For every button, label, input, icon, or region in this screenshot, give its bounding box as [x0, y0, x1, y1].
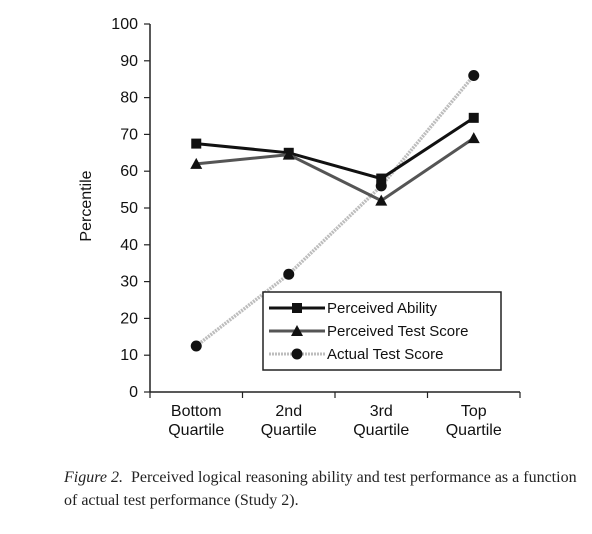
series-layer [190, 70, 480, 352]
series-line [195, 74, 476, 348]
data-point [282, 148, 295, 160]
legend: Perceived Ability Perceived Test Score Act… [262, 291, 502, 371]
y-tick-label: 40 [120, 237, 138, 254]
y-tick-label: 60 [120, 163, 138, 180]
y-tick-label: 90 [120, 53, 138, 70]
series-line [196, 116, 475, 181]
y-tick-label: 10 [120, 347, 138, 364]
x-tick-label: Bottom Quartile [168, 403, 224, 439]
x-tick-label-line: Top [461, 403, 487, 420]
data-point [468, 112, 479, 123]
x-tick-label-line: Quartile [353, 422, 409, 439]
y-tick-label: 0 [129, 384, 138, 401]
data-point [190, 157, 203, 169]
data-point [467, 132, 480, 144]
y-tick-label: 30 [120, 274, 138, 291]
y-axis: 0 10 20 30 40 50 60 70 80 90 100 [111, 16, 151, 401]
x-tick-label-line: 2nd [275, 403, 302, 420]
x-tick-label: 2nd Quartile [261, 403, 317, 439]
legend-label: Actual Test Score [327, 346, 443, 363]
legend-swatch-marker [292, 303, 302, 313]
data-point [468, 70, 480, 82]
series-perceived-test-score [190, 132, 480, 206]
data-point [190, 340, 202, 352]
figure-caption: Figure 2. Perceived logical reasoning abi… [64, 466, 584, 512]
figure-label: Figure 2. [64, 469, 123, 486]
x-tick-label-line: Bottom [171, 403, 222, 420]
y-tick-label: 100 [111, 16, 138, 33]
y-tick-label: 70 [120, 126, 138, 143]
x-tick-label-line: Quartile [261, 422, 317, 439]
series-line [196, 136, 475, 203]
legend-label: Perceived Test Score [327, 323, 468, 340]
figure-caption-text: Perceived logical reasoning ability and … [64, 469, 577, 509]
y-tick-label: 80 [120, 90, 138, 107]
x-tick-label-line: Quartile [168, 422, 224, 439]
legend-label: Perceived Ability [327, 300, 438, 317]
data-point [376, 173, 387, 184]
x-tick-label: Top Quartile [446, 403, 502, 439]
y-tick-label: 20 [120, 310, 138, 327]
data-point [191, 138, 202, 149]
x-tick-label: 3rd Quartile [353, 403, 409, 439]
legend-swatch-marker [291, 325, 303, 336]
y-tick-label: 50 [120, 200, 138, 217]
x-tick-label-line: Quartile [446, 422, 502, 439]
y-axis-title: Percentile [78, 170, 95, 241]
legend-swatch-marker [291, 348, 303, 360]
data-point [283, 268, 295, 280]
x-tick-label-line: 3rd [370, 403, 393, 420]
data-point [375, 194, 388, 206]
x-axis: Bottom Quartile 2nd Quartile 3rd Quartile Top Q… [149, 391, 521, 439]
